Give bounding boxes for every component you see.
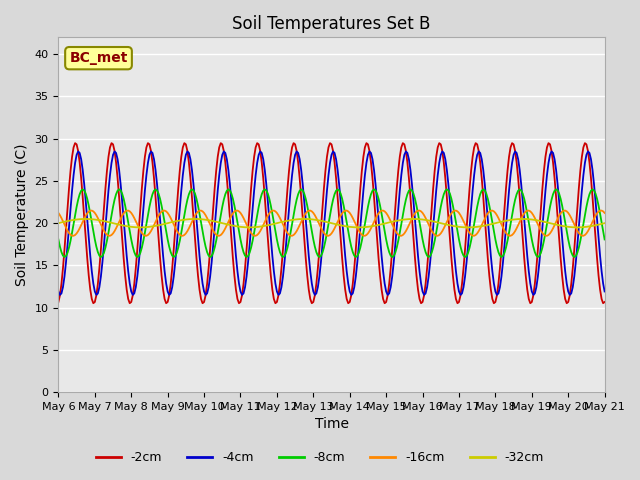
-32cm: [82, 216, 90, 222]
-32cm: [54, 220, 62, 226]
-4cm: [74, 149, 82, 155]
-16cm: [54, 210, 62, 216]
-4cm: [601, 288, 609, 294]
-32cm: [399, 217, 406, 223]
-8cm: [61, 254, 68, 260]
Legend: -2cm, -4cm, -8cm, -16cm, -32cm: -2cm, -4cm, -8cm, -16cm, -32cm: [91, 446, 549, 469]
-8cm: [537, 250, 545, 256]
-32cm: [369, 223, 376, 229]
Line: -2cm: -2cm: [58, 143, 605, 303]
Text: BC_met: BC_met: [69, 51, 128, 65]
-16cm: [369, 222, 376, 228]
-32cm: [601, 220, 609, 226]
-16cm: [216, 233, 223, 239]
X-axis label: Time: Time: [314, 418, 349, 432]
-4cm: [537, 242, 545, 248]
-4cm: [387, 284, 394, 290]
-2cm: [70, 144, 77, 150]
-4cm: [399, 160, 406, 166]
-16cm: [234, 208, 241, 214]
Line: -16cm: -16cm: [58, 211, 605, 236]
-8cm: [159, 211, 167, 216]
-8cm: [79, 187, 86, 192]
-8cm: [71, 212, 79, 218]
-2cm: [90, 300, 97, 306]
-8cm: [369, 188, 376, 193]
-32cm: [159, 221, 167, 227]
-16cm: [156, 210, 164, 216]
-32cm: [537, 218, 545, 224]
Line: -32cm: -32cm: [58, 219, 605, 228]
Title: Soil Temperatures Set B: Soil Temperatures Set B: [232, 15, 431, 33]
-32cm: [387, 219, 394, 225]
Line: -8cm: -8cm: [58, 190, 605, 257]
-16cm: [399, 232, 406, 238]
-2cm: [54, 299, 62, 305]
-8cm: [387, 253, 394, 259]
-8cm: [54, 237, 62, 242]
-2cm: [387, 265, 394, 271]
-2cm: [159, 287, 167, 292]
Y-axis label: Soil Temperature (C): Soil Temperature (C): [15, 144, 29, 286]
-32cm: [136, 225, 144, 230]
-2cm: [601, 299, 609, 305]
Line: -4cm: -4cm: [58, 152, 605, 295]
-8cm: [601, 237, 609, 242]
-16cm: [70, 233, 77, 239]
-16cm: [387, 218, 394, 224]
-16cm: [537, 228, 545, 233]
-4cm: [70, 172, 77, 178]
-2cm: [369, 175, 376, 181]
-16cm: [601, 210, 609, 216]
-32cm: [70, 217, 77, 223]
-8cm: [399, 212, 406, 218]
-2cm: [399, 140, 406, 146]
-4cm: [165, 292, 173, 298]
-4cm: [157, 235, 165, 241]
-4cm: [369, 156, 376, 162]
-2cm: [537, 205, 545, 211]
-4cm: [54, 288, 62, 294]
-2cm: [71, 140, 79, 146]
